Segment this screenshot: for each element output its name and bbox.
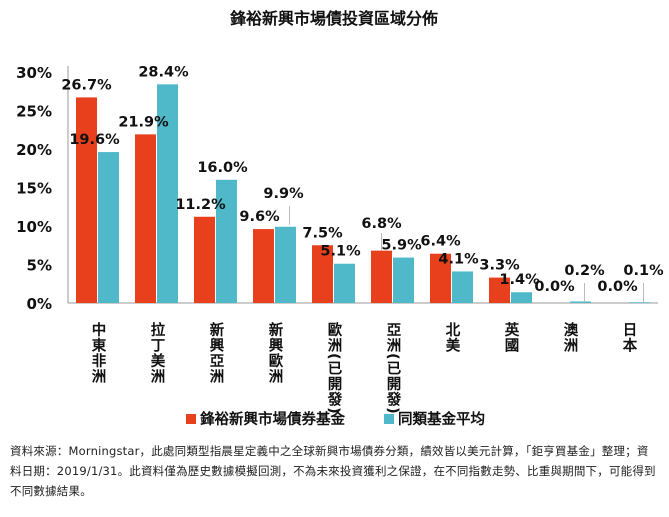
y-tick-label: 10%	[16, 218, 52, 236]
y-tick-label: 20%	[16, 141, 52, 159]
y-tick-label: 0%	[27, 295, 52, 313]
data-label-peer-average: 9.9%	[263, 186, 304, 202]
bar-fund	[135, 134, 156, 303]
bar-peer-average	[275, 226, 296, 303]
bar-fund	[489, 277, 510, 303]
bar-peer-average	[393, 257, 414, 303]
data-label-fund: 7.5%	[302, 225, 343, 241]
bar-fund	[76, 97, 97, 303]
data-label-fund: 11.2%	[175, 197, 226, 213]
data-label-peer-average: 19.6%	[69, 132, 120, 148]
x-category-label: 北美	[444, 322, 460, 354]
legend-label-fund: 鋒裕新興市場債券基金	[199, 410, 345, 428]
data-label-peer-average: 4.1%	[438, 251, 479, 267]
x-category-label: 中東非洲	[90, 321, 106, 384]
x-category-label: 澳洲	[562, 321, 578, 353]
data-label-peer-average: 5.1%	[320, 244, 361, 260]
legend-swatch-peer-average	[384, 414, 394, 424]
data-label-fund: 3.3%	[479, 258, 520, 274]
chart-title: 鋒裕新興市場債投資區域分佈	[229, 9, 438, 28]
data-label-fund: 6.8%	[361, 216, 402, 232]
x-category-label: 日本	[621, 322, 637, 354]
footnote: 資料來源：Morningstar，此處同類型指晨星定義中之全球新興市場債券分類，…	[10, 444, 656, 498]
bar-peer-average	[452, 271, 473, 303]
bar-fund	[194, 216, 215, 303]
x-category-label: 歐洲(已開發)	[326, 321, 343, 415]
data-label-peer-average: 0.2%	[564, 263, 605, 279]
data-label-peer-average: 1.4%	[499, 272, 540, 288]
bar-peer-average	[334, 263, 355, 303]
legend-label-peer-average: 同類基金平均	[398, 410, 485, 428]
legend-swatch-fund	[186, 414, 196, 424]
data-label-peer-average: 28.4%	[138, 64, 189, 80]
bar-peer-average	[629, 302, 650, 303]
bar-peer-average	[157, 84, 178, 303]
y-tick-label: 30%	[16, 64, 52, 82]
bar-peer-average	[98, 152, 119, 303]
y-tick-label: 15%	[16, 180, 52, 198]
x-category-label: 英國	[503, 321, 519, 354]
y-tick-label: 5%	[27, 257, 52, 275]
x-category-label: 新興歐洲	[267, 321, 283, 384]
bar-fund	[430, 253, 451, 303]
bar-fund	[253, 229, 274, 303]
data-label-fund: 0.0%	[534, 279, 575, 295]
data-label-fund: 9.6%	[239, 209, 280, 225]
x-category-label: 拉丁美洲	[149, 321, 165, 384]
bar-fund	[371, 250, 392, 303]
bar-peer-average	[216, 179, 237, 303]
data-label-fund: 0.0%	[597, 279, 638, 295]
x-category-label: 新興亞洲	[208, 321, 224, 384]
y-tick-label: 25%	[16, 103, 52, 121]
x-category-label: 亞洲(已開發)	[385, 322, 402, 415]
data-label-fund: 21.9%	[118, 114, 169, 130]
bar-fund	[312, 245, 333, 303]
data-label-fund: 6.4%	[420, 234, 461, 250]
data-label-peer-average: 16.0%	[197, 160, 248, 176]
data-label-peer-average: 0.1%	[623, 263, 664, 279]
data-label-fund: 26.7%	[61, 77, 112, 93]
data-label-peer-average: 5.9%	[381, 238, 422, 254]
bar-peer-average	[570, 301, 591, 303]
bar-peer-average	[511, 292, 532, 303]
